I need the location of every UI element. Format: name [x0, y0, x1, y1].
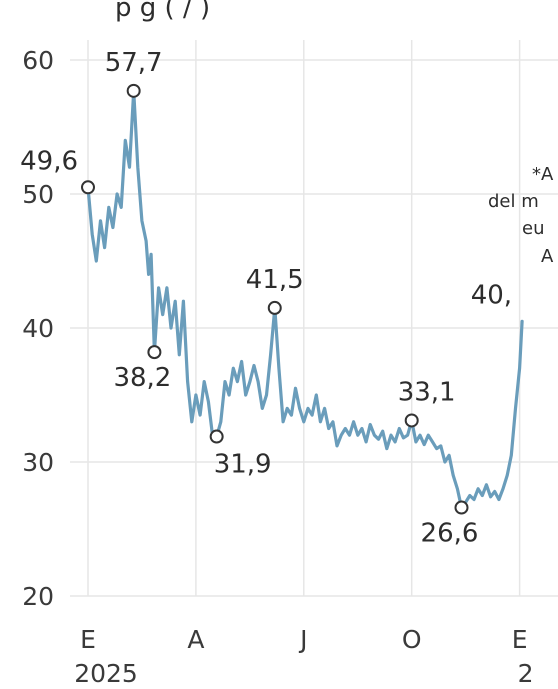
x-tick-label: A: [187, 625, 204, 654]
data-label: 41,5: [246, 265, 304, 295]
y-tick-label: 40: [22, 314, 54, 343]
axis-ticks: 20 30 40 50 60 E 2025 A J O E 2: [22, 46, 533, 688]
data-point-marker: [404, 413, 419, 428]
data-point-marker: [81, 180, 95, 195]
x-tick-label: O: [402, 625, 422, 654]
data-label: 31,9: [214, 450, 272, 480]
side-note: *A del m eu A: [488, 164, 554, 267]
x-tick-label: E: [80, 625, 96, 654]
series-layer: [86, 89, 524, 510]
data-point-marker: [209, 429, 224, 444]
annotation-markers: [81, 83, 469, 515]
data-label: 57,7: [105, 48, 163, 78]
x-tick-label: J: [298, 625, 307, 654]
data-point-marker: [126, 83, 141, 98]
data-label: 26,6: [421, 519, 479, 549]
grid-lines: [70, 40, 558, 597]
x-tick-sublabel: 2025: [74, 659, 138, 688]
side-note-line: A: [541, 246, 554, 267]
data-label: 49,6: [20, 146, 78, 176]
x-tick-label: E: [512, 625, 528, 654]
side-note-line: eu: [522, 218, 544, 239]
side-note-line: del m: [488, 191, 539, 212]
data-label: 38,2: [113, 363, 171, 393]
y-tick-label: 60: [22, 46, 54, 75]
chart-title-fragment: p g ( / ): [115, 0, 210, 23]
annotation-labels: 49,6 57,7 38,2 31,9 41,5 33,1 26,6 40,: [20, 48, 512, 549]
x-tick-sublabel: 2: [518, 659, 534, 688]
y-tick-label: 20: [22, 582, 54, 611]
data-point-marker: [147, 345, 162, 360]
side-note-line: *A: [532, 164, 554, 185]
series-line: [86, 89, 524, 510]
y-tick-label: 30: [22, 448, 54, 477]
y-tick-label: 50: [22, 180, 54, 209]
data-label: 33,1: [398, 377, 456, 407]
data-point-marker: [454, 500, 469, 515]
data-point-marker: [267, 300, 282, 315]
data-label: 40,: [471, 280, 512, 310]
